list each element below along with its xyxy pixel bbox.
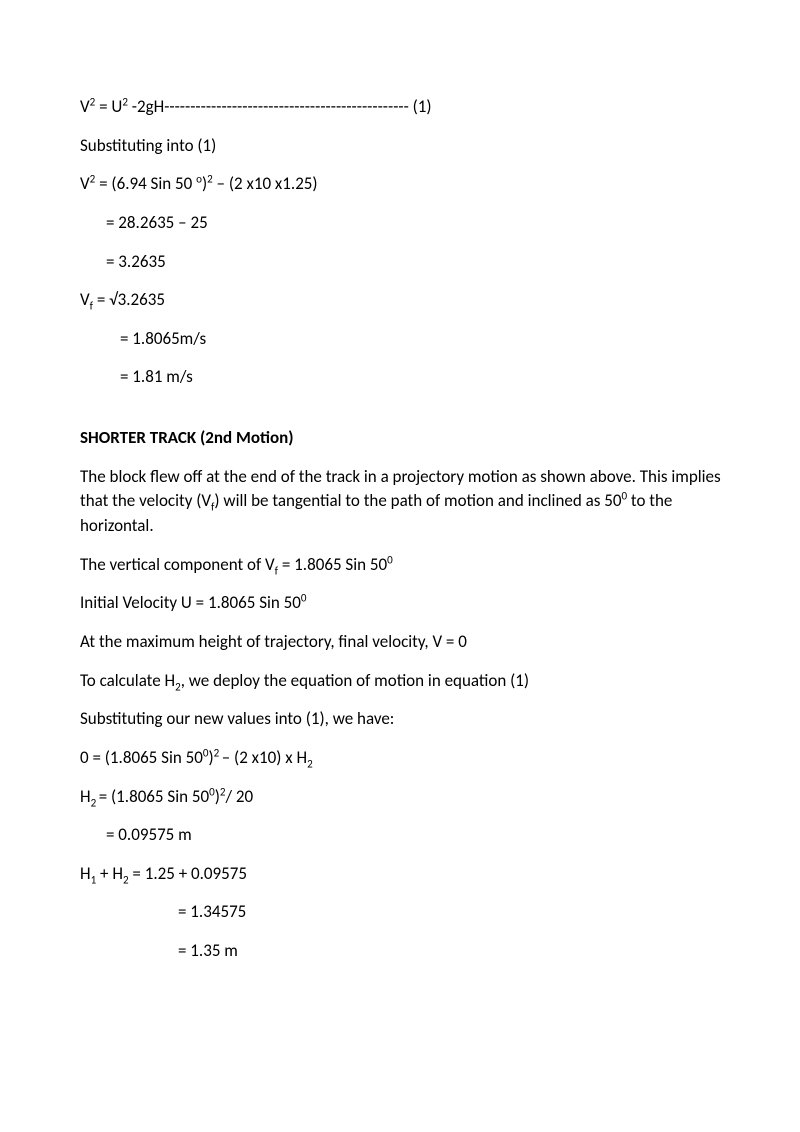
text: = √3.2635 xyxy=(93,289,165,310)
text: / 20 xyxy=(225,786,253,807)
text: ) will be tangential to the path of moti… xyxy=(214,490,621,511)
equation-1: V2 = U2 -2gH----------------------------… xyxy=(80,95,730,120)
text: – (2 x10) x H xyxy=(222,747,307,768)
text: V xyxy=(80,289,90,310)
superscript: 0 xyxy=(387,552,393,566)
text: To calculate H xyxy=(80,670,175,691)
line-zero-eq: 0 = (1.8065 Sin 500)2 – (2 x10) x H2 xyxy=(80,746,730,771)
text: – (2 x10 x1.25) xyxy=(213,173,318,194)
line-calc-2: = 3.2635 xyxy=(80,250,730,275)
subscript: 2 xyxy=(307,756,313,770)
line-calc-1: = 28.2635 – 25 xyxy=(80,211,730,236)
document-page: V 2 = U 2 -2gH----------------------------… xyxy=(0,0,800,1038)
line-vertical-component: The vertical component of Vf = 1.8065 Si… xyxy=(80,553,730,578)
line-sum-val1: = 1.34575 xyxy=(80,900,730,925)
text: -2gH------------------------------------… xyxy=(128,96,432,117)
line-h2-val: = 0.09575 m xyxy=(80,823,730,848)
line-to-calculate: To calculate H2, we deploy the equation … xyxy=(80,669,730,694)
text: H xyxy=(80,786,91,807)
line-vf-val2: = 1.81 m/s xyxy=(80,365,730,390)
line-substituting: Substituting into (1) xyxy=(80,134,730,159)
line-max-height: At the maximum height of trajectory, fin… xyxy=(80,630,730,655)
text: = (6.94 Sin 50 xyxy=(95,173,196,194)
text: = 1.8065 Sin 50 xyxy=(278,554,387,575)
superscript: 0 xyxy=(301,591,307,605)
text: The vertical component of V xyxy=(80,554,275,575)
line-vf-sqrt: Vf = √3.2635 xyxy=(80,288,730,313)
text: + H xyxy=(96,863,123,884)
text: , we deploy the equation of motion in eq… xyxy=(181,670,529,691)
line-sum-h: H1 + H2 = 1.25 + 0.09575 xyxy=(80,862,730,887)
text: Initial Velocity U = 1.8065 Sin 50 xyxy=(80,592,301,613)
subscript: 2 xyxy=(91,795,99,809)
section-heading: SHORTER TRACK (2nd Motion) xyxy=(80,426,730,451)
text: = U xyxy=(95,96,122,117)
superscript: 2 xyxy=(214,745,222,759)
text: 0 = (1.8065 Sin 50 xyxy=(80,747,203,768)
line-initial-velocity: Initial Velocity U = 1.8065 Sin 500 xyxy=(80,591,730,616)
text: H xyxy=(80,863,91,884)
paragraph-description: The block flew off at the end of the tra… xyxy=(80,465,730,539)
line-h2-eq: H2 = (1.8065 Sin 500)2/ 20 xyxy=(80,785,730,810)
line-v2-expand: V2 = (6.94 Sin 50 o)2 – (2 x10 x1.25) xyxy=(80,172,730,197)
text: = 1.25 + 0.09575 xyxy=(129,863,247,884)
line-sub-new: Substituting our new values into (1), we… xyxy=(80,707,730,732)
line-sum-val2: = 1.35 m xyxy=(80,939,730,964)
text: V xyxy=(80,173,90,194)
line-vf-val1: = 1.8065m/s xyxy=(80,327,730,352)
text: = (1.8065 Sin 50 xyxy=(99,786,209,807)
text: V xyxy=(80,96,90,117)
